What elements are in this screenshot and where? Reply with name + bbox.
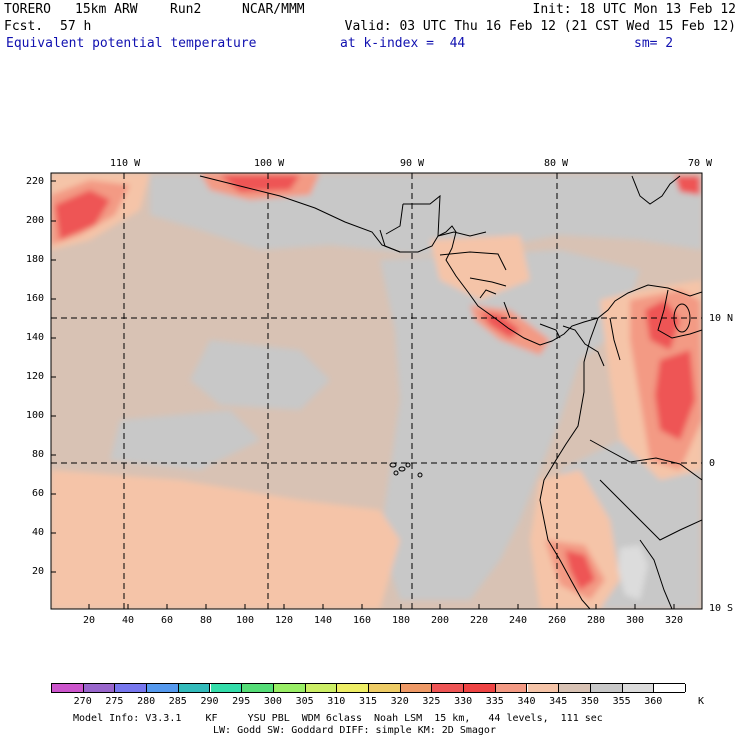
bottom-tick-label: 320 [665,615,684,626]
colorbar-swatch [178,684,211,692]
bottom-tick-label: 260 [548,615,567,626]
axis-ticks [51,180,675,609]
lon-label-110w: 110 W [110,158,141,169]
colorbar-swatch [590,684,623,692]
resolution: 15km ARW [75,2,138,17]
smoothing: sm= 2 [634,36,674,51]
bottom-tick-label: 120 [275,615,294,626]
run-label: Run2 [170,2,202,17]
lon-label-100w: 100 W [254,158,285,169]
left-tick-label: 160 [26,293,45,304]
field-name: Equivalent potential temperature [6,36,257,51]
bottom-tick-label: 80 [200,615,213,626]
bottom-tick-label: 100 [236,615,255,626]
colorbar-label: 280 [137,696,156,707]
bottom-tick-label: 300 [626,615,645,626]
bottom-tick-label: 220 [470,615,489,626]
left-tick-label: 100 [26,410,45,421]
colorbar-swatch [305,684,338,692]
bottom-tick-label: 40 [122,615,135,626]
valid-time: Valid: 03 UTC Thu 16 Feb 12 (21 CST Wed … [344,19,736,34]
init-time: Init: 18 UTC Mon 13 Feb 12 [532,2,737,17]
model-name: TORERO [4,2,51,17]
lon-label-80w: 80 W [544,158,569,169]
level-index: at k-index = 44 [340,36,466,51]
lon-label-90w: 90 W [400,158,425,169]
colorbar-swatch [622,684,655,692]
colorbar-label: 350 [580,696,599,707]
model-info: Model Info: V3.3.1 KF YSU PBL WDM 6class… [73,713,603,724]
graticule [51,173,702,609]
colorbar-label: 345 [549,696,568,707]
forecast-hours: 57 h [60,19,92,34]
colorbar-swatch [432,684,465,692]
left-tick-label: 120 [26,371,45,382]
bottom-tick-label: 240 [509,615,528,626]
left-tick-label: 80 [32,449,45,460]
colorbar-swatch [273,684,306,692]
colorbar-swatch [52,684,84,692]
colorbar-swatch [337,684,369,692]
colorbar-swatch [495,684,528,692]
bottom-tick-label: 20 [83,615,96,626]
left-tick-label: 60 [32,488,45,499]
temperature-field [51,173,702,609]
bottom-tick-label: 140 [314,615,333,626]
colorbar-swatch [654,684,686,692]
coastlines [199,175,702,609]
colorbar-label: 305 [295,696,314,707]
colorbar-label: 285 [168,696,187,707]
colorbar-label: 325 [422,696,441,707]
left-tick-label: 40 [32,527,45,538]
lat-label-10n: 10 N [709,313,734,324]
colorbar-swatch [115,684,148,692]
bottom-tick-label: 180 [392,615,411,626]
map-frame [50,172,703,610]
left-tick-label: 180 [26,254,45,265]
colorbar-label: 360 [644,696,663,707]
colorbar-label: 300 [263,696,282,707]
colorbar-label: 295 [232,696,251,707]
colorbar-swatch [464,684,496,692]
colorbar-swatch [369,684,401,692]
lon-label-70w: 70 W [688,158,713,169]
colorbar-label: 335 [485,696,504,707]
forecast-label: Fcst. [4,19,44,34]
colorbar-label: 270 [73,696,92,707]
colorbar-swatch [527,684,560,692]
left-tick-label: 200 [26,215,45,226]
colorbar-label: 290 [200,696,219,707]
left-tick-label: 220 [26,176,45,187]
bottom-tick-label: 200 [431,615,450,626]
colorbar-swatch [242,684,274,692]
colorbar-label: 340 [517,696,536,707]
colorbar-label: 330 [454,696,473,707]
colorbar-label: 315 [358,696,378,707]
colorbar-label: 320 [390,696,409,707]
lat-label-10s: 10 S [709,603,734,614]
left-tick-label: 140 [26,332,45,343]
colorbar-label: 275 [105,696,124,707]
bottom-tick-label: 160 [353,615,372,626]
bottom-tick-label: 60 [161,615,174,626]
left-tick-label: 20 [32,566,45,577]
organization: NCAR/MMM [242,2,305,17]
colorbar-label: 310 [327,696,346,707]
colorbar-swatch [147,684,179,692]
colorbar-swatch [559,684,591,692]
colorbar-label: 355 [612,696,631,707]
colorbar-swatch [400,684,433,692]
colorbar-swatch [83,684,116,692]
bottom-tick-label: 280 [587,615,606,626]
physics-info: LW: Godd SW: Goddard DIFF: simple KM: 2D… [213,725,496,736]
lat-label-0: 0 [709,458,716,469]
colorbar-unit: K [698,696,705,707]
colorbar-swatch [210,684,243,692]
colorbar [51,683,686,693]
